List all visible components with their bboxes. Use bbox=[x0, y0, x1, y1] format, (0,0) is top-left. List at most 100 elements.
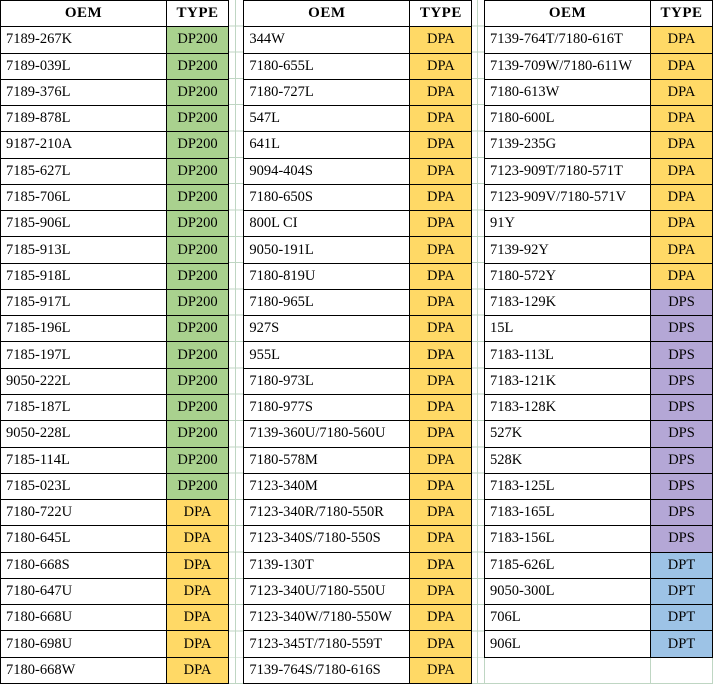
type-cell[interactable]: DP200 bbox=[166, 52, 229, 80]
type-cell[interactable]: DPS bbox=[650, 472, 713, 501]
oem-cell[interactable]: 7189-267K bbox=[0, 26, 167, 54]
type-cell[interactable]: DPA bbox=[409, 420, 473, 448]
type-cell[interactable]: DP200 bbox=[166, 393, 229, 422]
type-cell[interactable]: DPA bbox=[650, 157, 713, 185]
oem-cell[interactable]: 7180-572Y bbox=[484, 262, 651, 290]
oem-cell[interactable]: 9094-404S bbox=[243, 157, 411, 185]
oem-cell[interactable]: 9050-228L bbox=[0, 420, 167, 448]
type-cell[interactable]: DPA bbox=[166, 525, 229, 553]
type-cell[interactable]: DPA bbox=[650, 210, 713, 238]
oem-cell[interactable]: 9050-300L bbox=[484, 577, 651, 606]
type-cell[interactable]: DPA bbox=[650, 78, 713, 107]
oem-cell[interactable]: 7183-125L bbox=[484, 472, 651, 501]
oem-cell[interactable]: 344W bbox=[243, 26, 411, 54]
type-cell[interactable]: DPT bbox=[650, 551, 713, 579]
oem-cell[interactable]: 7139-235G bbox=[484, 131, 651, 159]
type-cell[interactable]: DPT bbox=[650, 630, 713, 658]
type-cell[interactable]: DPS bbox=[650, 420, 713, 448]
type-cell[interactable]: DPA bbox=[409, 577, 473, 606]
type-cell[interactable]: DPA bbox=[409, 630, 473, 658]
type-cell[interactable]: DPA bbox=[409, 26, 473, 54]
oem-cell[interactable]: 7123-340M bbox=[243, 472, 411, 501]
oem-cell[interactable]: 7183-113L bbox=[484, 341, 651, 369]
oem-cell[interactable]: 7139-130T bbox=[243, 551, 411, 579]
oem-cell[interactable]: 927S bbox=[243, 315, 411, 343]
oem-cell[interactable]: 7183-121K bbox=[484, 367, 651, 395]
oem-cell[interactable]: 7123-340U/7180-550U bbox=[243, 577, 411, 606]
type-cell[interactable]: DPS bbox=[650, 393, 713, 422]
oem-cell[interactable]: 641L bbox=[243, 131, 411, 159]
type-cell[interactable]: DP200 bbox=[166, 341, 229, 369]
oem-cell[interactable]: 7123-340S/7180-550S bbox=[243, 525, 411, 553]
type-cell[interactable]: DPA bbox=[409, 472, 473, 501]
oem-cell[interactable]: 7180-977S bbox=[243, 393, 411, 422]
oem-cell[interactable]: 9050-191L bbox=[243, 236, 411, 264]
type-cell[interactable]: DPA bbox=[409, 341, 473, 369]
type-cell[interactable]: DP200 bbox=[166, 446, 229, 474]
type-cell[interactable]: DP200 bbox=[166, 183, 229, 212]
oem-cell[interactable]: 7139-764T/7180-616T bbox=[484, 26, 651, 54]
oem-cell[interactable]: 7183-128K bbox=[484, 393, 651, 422]
empty-cell[interactable] bbox=[484, 656, 651, 684]
type-cell[interactable]: DP200 bbox=[166, 26, 229, 54]
oem-cell[interactable]: 706L bbox=[484, 604, 651, 632]
type-cell[interactable]: DPA bbox=[166, 604, 229, 632]
oem-cell[interactable]: 7185-627L bbox=[0, 157, 167, 185]
oem-cell[interactable]: 7139-709W/7180-611W bbox=[484, 52, 651, 80]
type-cell[interactable]: DP200 bbox=[166, 420, 229, 448]
type-cell[interactable]: DP200 bbox=[166, 367, 229, 395]
type-cell[interactable]: DP200 bbox=[166, 236, 229, 264]
type-cell[interactable]: DPS bbox=[650, 499, 713, 527]
oem-cell[interactable]: 955L bbox=[243, 341, 411, 369]
type-cell[interactable]: DPA bbox=[409, 656, 473, 684]
oem-cell[interactable]: 7139-764S/7180-616S bbox=[243, 656, 411, 684]
type-cell[interactable]: DPA bbox=[650, 105, 713, 133]
oem-cell[interactable]: 7185-196L bbox=[0, 315, 167, 343]
type-cell[interactable]: DPA bbox=[409, 105, 473, 133]
type-cell[interactable]: DPA bbox=[650, 26, 713, 54]
type-cell[interactable]: DPA bbox=[650, 262, 713, 290]
oem-cell[interactable]: 7139-360U/7180-560U bbox=[243, 420, 411, 448]
type-cell[interactable]: DPA bbox=[409, 157, 473, 185]
type-cell[interactable]: DPA bbox=[650, 183, 713, 212]
type-cell[interactable]: DPA bbox=[409, 52, 473, 80]
oem-cell[interactable]: 7189-376L bbox=[0, 78, 167, 107]
type-header[interactable]: TYPE bbox=[166, 0, 229, 28]
oem-cell[interactable]: 7123-909T/7180-571T bbox=[484, 157, 651, 185]
oem-cell[interactable]: 15L bbox=[484, 315, 651, 343]
type-cell[interactable]: DPS bbox=[650, 341, 713, 369]
type-cell[interactable]: DP200 bbox=[166, 210, 229, 238]
oem-cell[interactable]: 7180-650S bbox=[243, 183, 411, 212]
oem-header[interactable]: OEM bbox=[484, 0, 651, 28]
oem-cell[interactable]: 7183-156L bbox=[484, 525, 651, 553]
oem-header[interactable]: OEM bbox=[243, 0, 411, 28]
oem-cell[interactable]: 7185-913L bbox=[0, 236, 167, 264]
oem-cell[interactable]: 7139-92Y bbox=[484, 236, 651, 264]
oem-cell[interactable]: 7180-578M bbox=[243, 446, 411, 474]
type-cell[interactable]: DPT bbox=[650, 604, 713, 632]
type-cell[interactable]: DPA bbox=[409, 262, 473, 290]
oem-cell[interactable]: 7189-878L bbox=[0, 105, 167, 133]
oem-cell[interactable]: 9187-210A bbox=[0, 131, 167, 159]
type-cell[interactable]: DPS bbox=[650, 315, 713, 343]
oem-cell[interactable]: 7185-114L bbox=[0, 446, 167, 474]
oem-cell[interactable]: 7180-655L bbox=[243, 52, 411, 80]
oem-cell[interactable]: 7185-706L bbox=[0, 183, 167, 212]
type-cell[interactable]: DP200 bbox=[166, 131, 229, 159]
type-cell[interactable]: DP200 bbox=[166, 105, 229, 133]
type-cell[interactable]: DPA bbox=[409, 499, 473, 527]
oem-cell[interactable]: 7185-906L bbox=[0, 210, 167, 238]
type-cell[interactable]: DPA bbox=[409, 604, 473, 632]
type-cell[interactable]: DPA bbox=[409, 551, 473, 579]
type-cell[interactable]: DPS bbox=[650, 367, 713, 395]
oem-header[interactable]: OEM bbox=[0, 0, 167, 28]
type-cell[interactable]: DPA bbox=[409, 210, 473, 238]
type-cell[interactable]: DP200 bbox=[166, 315, 229, 343]
oem-cell[interactable]: 7185-626L bbox=[484, 551, 651, 579]
type-cell[interactable]: DPA bbox=[166, 499, 229, 527]
type-cell[interactable]: DPA bbox=[166, 551, 229, 579]
oem-cell[interactable]: 7180-647U bbox=[0, 577, 167, 606]
type-cell[interactable]: DPA bbox=[166, 630, 229, 658]
oem-cell[interactable]: 7185-187L bbox=[0, 393, 167, 422]
oem-cell[interactable]: 7183-165L bbox=[484, 499, 651, 527]
